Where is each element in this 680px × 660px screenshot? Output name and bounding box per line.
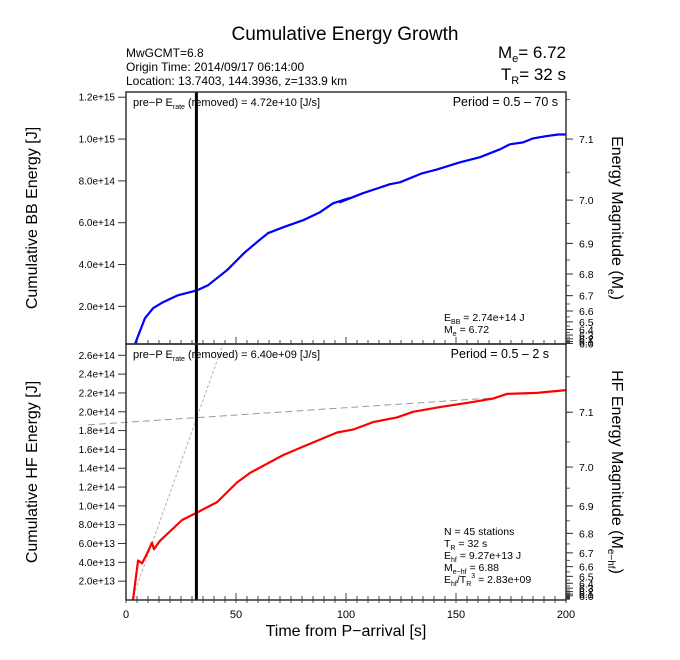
hf-mag-tick-label: 6.7: [579, 548, 594, 560]
hf-y-tick-label: 6.0e+13: [79, 539, 116, 550]
hf-mag-tick-label: 6.1: [579, 589, 594, 601]
bb-y-tick-label: 2.0e+14: [79, 302, 116, 313]
x-tick-label: 150: [447, 609, 465, 621]
bb-period-label: Period = 0.5 – 70 s: [453, 95, 558, 109]
hf-y-tick-label: 4.0e+13: [79, 558, 116, 569]
hf-y-tick-label: 2.0e+14: [79, 407, 116, 418]
x-axis-label: Time from P−arrival [s]: [266, 623, 427, 640]
hf-fit-line-dotted: [131, 343, 224, 601]
hf-prep-annotation: pre−P Erate (removed) = 6.40e+09 [J/s]: [133, 349, 320, 363]
bb-x-minor-ticks: [125, 337, 567, 344]
bb-stat-me: Me = 6.72: [444, 324, 489, 338]
bb-y-tick-label: 6.0e+14: [79, 218, 116, 229]
bb-mag-tick-label: 7.1: [579, 134, 594, 146]
bb-mag-tick-label: 6.2: [579, 334, 594, 346]
hf-mag-tick-label: 7.0: [579, 462, 594, 474]
hf-y-tick-label: 1.0e+14: [79, 501, 116, 512]
bb-mag-tick-label: 6.7: [579, 291, 594, 303]
bb-mag-tick-label: 7.0: [579, 195, 594, 207]
hf-panel: 2.0e+13 4.0e+13 6.0e+13 8.0e+13 1.0e+14 1.2e+…: [24, 343, 625, 640]
hf-mag-tick-label: 6.2: [579, 587, 594, 599]
hf-y-tick-label: 8.0e+13: [79, 520, 116, 531]
bb-mag-tick-label: 6.4: [579, 325, 594, 337]
bb-y2-axis-label: Energy Magnitude (Me): [605, 136, 625, 300]
bb-mag-tick-label: 6.8: [579, 269, 594, 281]
hf-y-tick-label: 2.4e+14: [79, 370, 116, 381]
bb-y-axis-label: Cumulative BB Energy [J]: [24, 127, 41, 309]
chart-title: Cumulative Energy Growth: [231, 24, 458, 45]
hf-y-tick-label: 1.2e+14: [79, 483, 116, 494]
hf-mag-tick-label: 6.8: [579, 528, 594, 540]
hf-mag-tick-label: 6.9: [579, 501, 594, 513]
x-tick-label: 0: [123, 609, 129, 621]
bb-magnitude-ticks: 7.1 7.0 6.9 6.8 6.7 6.66.56.46.36.26.16.0: [566, 99, 594, 351]
bb-prep-annotation: pre−P Erate (removed) = 4.72e+10 [J/s]: [133, 97, 320, 111]
hf-mag-tick-label: 6.3: [579, 583, 594, 595]
bb-mag-tick-label: 6.6: [579, 306, 594, 318]
bb-mag-tick-label: 6.5: [579, 317, 594, 329]
bb-mag-tick-label: 6.9: [579, 238, 594, 250]
me-summary: Me= 6.72: [498, 43, 566, 65]
info-line-mw: MwGCMT=6.8: [126, 46, 204, 60]
bb-mag-tick-label: 6.1: [579, 337, 594, 349]
hf-y-tick-label: 1.8e+14: [79, 426, 116, 437]
hf-stat-ehf-tr3: Ehf/TR3 = 2.83e+09: [444, 573, 531, 588]
hf-y-tick-label: 1.4e+14: [79, 464, 116, 475]
hf-period-label: Period = 0.5 – 2 s: [451, 347, 549, 361]
bb-y-tick-label: 1.2e+15: [79, 93, 116, 104]
hf-mag-tick-label: 6.5: [579, 571, 594, 583]
bb-y-tick-label: 4.0e+14: [79, 260, 116, 271]
hf-y-ticks: 2.0e+13 4.0e+13 6.0e+13 8.0e+13 1.0e+14 1.2e+…: [79, 351, 126, 588]
hf-stat-tr: TR = 32 s: [444, 538, 487, 552]
bb-mag-tick-label: 6.0: [579, 339, 594, 351]
hf-y-tick-label: 2.6e+14: [79, 351, 116, 362]
hf-y-axis-label: Cumulative HF Energy [J]: [24, 381, 41, 563]
x-tick-label: 100: [337, 609, 355, 621]
bb-plot-frame: [125, 91, 567, 345]
hf-y-tick-label: 2.2e+14: [79, 388, 116, 399]
hf-energy-line: [131, 389, 567, 600]
bb-mag-tick-label: 6.3: [579, 330, 594, 342]
hf-plot-frame: [125, 343, 567, 601]
bb-stat-ebb: EBB = 2.74e+14 J: [444, 312, 525, 326]
hf-mag-tick-label: 6.4: [579, 578, 594, 590]
hf-y-tick-label: 2.0e+13: [79, 577, 116, 588]
bb-y-ticks: 2.0e+14 4.0e+14 6.0e+14 8.0e+14 1.0e+15 1.2e+…: [79, 93, 126, 313]
hf-fit-line-dashed: [87, 397, 496, 426]
hf-x-ticks: 0 50 100 150 200: [123, 593, 575, 621]
x-tick-label: 50: [230, 609, 242, 621]
bb-y-tick-label: 1.0e+15: [79, 135, 116, 146]
hf-y2-axis-label: HF Energy Magnitude (Me−hf): [605, 370, 625, 574]
info-line-origin-time: Origin Time: 2014/09/17 06:14:00: [126, 60, 304, 74]
hf-stat-mehf: Me−hf = 6.88: [444, 562, 499, 576]
hf-stat-stations: N = 45 stations: [444, 526, 514, 538]
info-line-location: Location: 13.7403, 144.3936, z=133.9 km: [126, 74, 347, 88]
bb-panel: 2.0e+14 4.0e+14 6.0e+14 8.0e+14 1.0e+15 1.2e+…: [24, 91, 625, 351]
hf-mag-tick-label: 6.0: [579, 591, 594, 603]
hf-magnitude-ticks: 7.1 7.0 6.9 6.8 6.7 6.66.56.46.36.26.16.0: [566, 376, 594, 603]
bb-y-tick-label: 8.0e+14: [79, 176, 116, 187]
hf-mag-tick-label: 7.1: [579, 407, 594, 419]
hf-stat-ehf: Ehf = 9.27e+13 J: [444, 550, 521, 564]
hf-y-tick-label: 1.6e+14: [79, 445, 116, 456]
tr-summary: TR= 32 s: [501, 65, 566, 87]
hf-mag-tick-label: 6.6: [579, 562, 594, 574]
x-tick-label: 200: [557, 609, 575, 621]
